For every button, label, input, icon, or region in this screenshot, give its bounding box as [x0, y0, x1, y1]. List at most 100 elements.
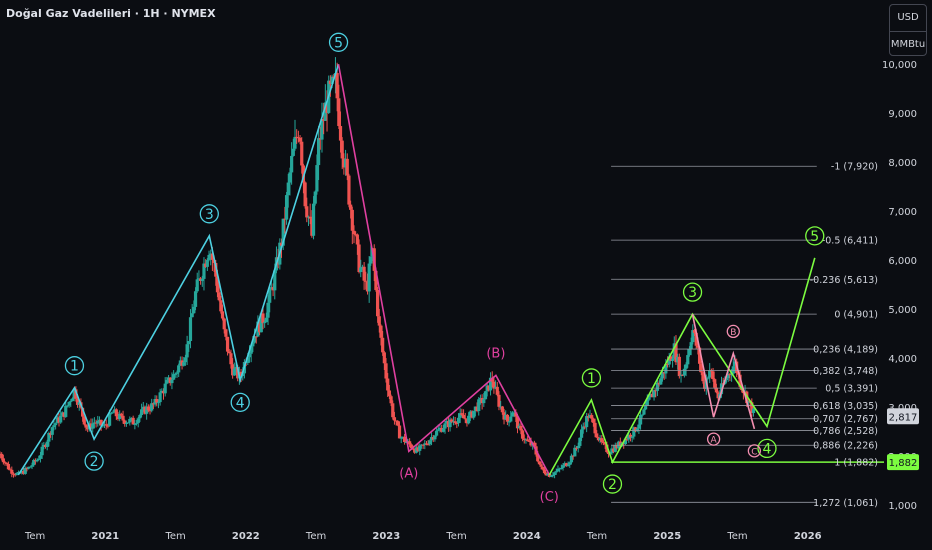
candle-body — [623, 438, 627, 445]
candle-body — [627, 434, 631, 440]
candle-body — [376, 289, 380, 317]
candle-body — [591, 418, 595, 423]
candle-body — [259, 313, 263, 333]
x-axis: Tem 2021 Tem 2022 Tem 2023 Tem 2024 Tem 2025 Tem 20… — [24, 531, 822, 542]
unit-label: MMBtu — [890, 31, 926, 58]
candle-body — [596, 437, 601, 441]
candle-body — [335, 73, 339, 99]
candle-body — [460, 413, 464, 415]
candle-body — [96, 420, 100, 424]
candle-body — [313, 191, 317, 204]
candle-body — [546, 473, 550, 476]
candle-body — [102, 424, 107, 426]
candle-body — [713, 379, 717, 388]
candle-body — [451, 421, 456, 423]
candle-body — [568, 462, 572, 465]
candle-body — [153, 399, 157, 405]
candle-body — [295, 136, 299, 138]
candle-body — [161, 390, 166, 394]
candle-body — [379, 325, 383, 338]
candle-body — [494, 386, 498, 389]
candle-body — [249, 346, 253, 354]
candle-body — [193, 291, 198, 307]
candle-body — [126, 422, 130, 424]
candle-body — [674, 343, 678, 363]
candle-body — [317, 138, 321, 166]
candle-body — [263, 322, 267, 324]
candle-body — [497, 394, 501, 407]
candle-body — [391, 403, 395, 418]
wave_cyan-label: 4 — [236, 395, 245, 411]
wave_green-label-circle — [805, 226, 825, 246]
candle-body — [377, 316, 381, 326]
candle-body — [119, 413, 123, 416]
candle-body — [569, 455, 574, 463]
candle-body — [338, 126, 343, 141]
candle-body — [158, 392, 162, 403]
candle-body — [684, 364, 688, 369]
candle-body — [183, 357, 188, 363]
candle-body — [62, 412, 66, 417]
candle-body — [239, 371, 243, 377]
candle-body — [306, 216, 311, 218]
candle-body — [190, 313, 194, 318]
candle-body — [204, 263, 208, 267]
unit-selector[interactable]: USD MMBtu — [889, 4, 927, 56]
candle-body — [529, 441, 533, 446]
candle-body — [219, 300, 223, 312]
candle-body — [659, 378, 663, 385]
wave_green-label-circle — [757, 438, 777, 459]
x-tick-label: 2026 — [794, 531, 822, 542]
candle-body — [8, 469, 12, 471]
wave_green-label: 2 — [608, 477, 617, 493]
wave_magenta-label: (B) — [486, 346, 505, 361]
candle-body — [99, 419, 103, 426]
fib-level-label: 1,272 (1,061) — [813, 498, 878, 509]
candle-body — [188, 317, 193, 342]
candle-body — [129, 417, 134, 419]
candle-body — [27, 467, 31, 469]
candle-body — [655, 382, 660, 391]
candle-body — [539, 464, 543, 467]
candle-body — [325, 102, 329, 113]
candle-body — [199, 278, 203, 281]
candle-body — [15, 473, 19, 475]
candle-body — [109, 412, 113, 414]
candle-body — [504, 414, 508, 420]
candle-body — [522, 438, 526, 441]
candle-body — [751, 408, 756, 414]
candle-body — [637, 424, 641, 429]
candle-body — [581, 426, 585, 430]
candle-body — [456, 417, 461, 424]
candle-body — [441, 428, 445, 432]
candle-body — [145, 406, 149, 414]
candle-body — [443, 423, 447, 429]
candle-body — [81, 407, 85, 417]
wave_cyan-label-circle — [230, 392, 250, 413]
wave_abc-label: C — [751, 447, 757, 457]
candle-body — [416, 447, 420, 451]
candle-body — [382, 352, 386, 364]
candle-body — [630, 436, 634, 438]
fib-level-label: 0,707 (2,767) — [813, 414, 878, 425]
candle-body — [220, 311, 225, 319]
candle-body — [664, 364, 668, 374]
candle-body — [293, 136, 297, 149]
candle-body — [140, 409, 144, 416]
candle-body — [414, 447, 418, 453]
candle-body — [387, 390, 391, 397]
candles — [0, 57, 756, 479]
candle-body — [160, 390, 164, 393]
candle-body — [566, 464, 570, 467]
wave_magenta-label: (A) — [399, 466, 418, 481]
candle-body — [290, 155, 294, 173]
candle-body — [541, 466, 545, 470]
candle-body — [146, 406, 150, 411]
wave_magenta-label: (C) — [540, 490, 559, 505]
candle-body — [40, 446, 44, 456]
candle-body — [588, 415, 592, 418]
fibonacci-levels: -1 (7,920) -0.5 (6,411) -0.236 (5,613) 0 (4… — [611, 162, 884, 509]
current-price-badge — [887, 408, 919, 425]
candle-body — [303, 182, 307, 207]
